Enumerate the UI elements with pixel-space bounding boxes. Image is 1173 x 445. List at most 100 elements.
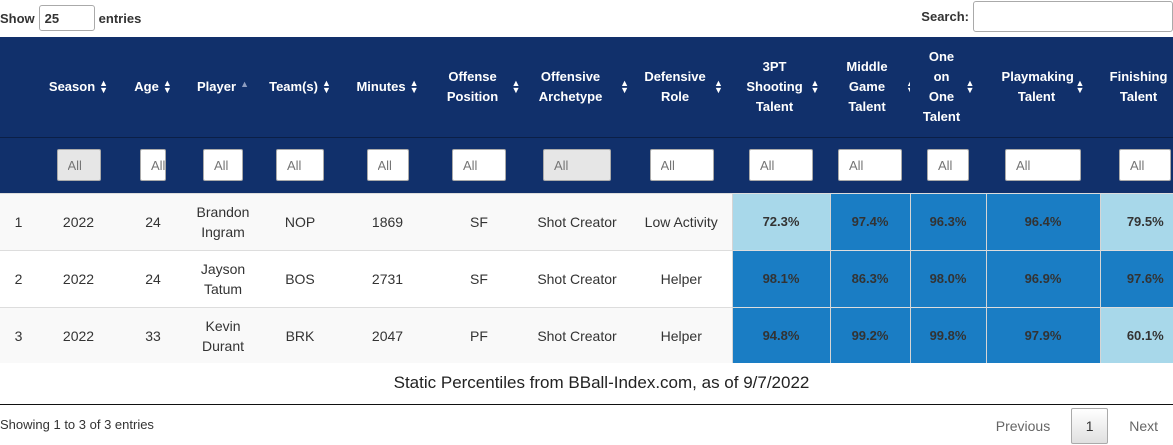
- cell-player: Jayson Tatum: [186, 249, 260, 307]
- filter-input-team[interactable]: [276, 149, 324, 181]
- cell-rank: 2: [0, 249, 37, 307]
- search-control: Search:: [921, 1, 1173, 32]
- column-header-position[interactable]: Offense Position ▲ ▼: [435, 37, 523, 137]
- column-header-one-on-one[interactable]: One on One Talent ▲ ▼: [910, 37, 986, 137]
- filter-cell-one-on-one: [910, 136, 986, 193]
- cell-playmaking: 96.4%: [985, 192, 1100, 250]
- column-header-age[interactable]: Age ▲ ▼: [120, 37, 186, 137]
- column-header-player[interactable]: Player ▲: [186, 37, 260, 137]
- column-header-minutes[interactable]: Minutes ▲ ▼: [340, 37, 435, 137]
- filter-input-player[interactable]: [203, 149, 243, 181]
- sort-both-icon: ▲▼: [409, 77, 419, 95]
- caption-divider: [0, 404, 1173, 405]
- cell-middle: 86.3%: [829, 249, 910, 307]
- cell-three-pt: 94.8%: [731, 306, 830, 363]
- cell-one-on-one: 99.8%: [909, 306, 986, 363]
- cell-position: PF: [435, 306, 523, 363]
- column-header-label: Offensive Archetype: [538, 68, 603, 104]
- next-button[interactable]: Next: [1129, 418, 1158, 434]
- cell-finishing: 60.1%: [1099, 306, 1173, 363]
- filter-input-age[interactable]: [140, 149, 166, 181]
- column-header-middle-game[interactable]: Middle Game Talent ▲▼: [830, 37, 910, 137]
- filter-input-finishing[interactable]: [1119, 149, 1171, 181]
- sort-both-icon: ▲▼: [511, 77, 521, 95]
- sort-both-icon: ▲▼: [321, 77, 331, 95]
- filter-cell-three-pt: [732, 136, 830, 193]
- cell-role: Helper: [631, 249, 732, 307]
- sort-both-icon: ▲▼: [620, 77, 629, 95]
- column-header-finishing[interactable]: Finishing Talent▲▼: [1100, 37, 1173, 137]
- sort-ascending-icon: ▲: [240, 78, 249, 89]
- cell-one-on-one: 96.3%: [909, 192, 986, 250]
- cell-season: 2022: [37, 192, 120, 250]
- column-header-label: Offense Position: [446, 68, 499, 104]
- cell-playmaking: 96.9%: [985, 249, 1100, 307]
- cell-minutes: 1869: [340, 192, 435, 250]
- sort-both-icon: ▲▼: [1075, 77, 1085, 95]
- sort-both-icon: ▲▼: [965, 77, 975, 95]
- column-header-three-pt[interactable]: 3PT Shooting Talent ▲ ▼: [732, 37, 830, 137]
- cell-age: 24: [120, 249, 186, 307]
- filter-cell-archetype: [523, 136, 631, 193]
- filter-input-one-on-one[interactable]: [927, 149, 969, 181]
- column-header-label: 3PT Shooting Talent: [746, 58, 803, 114]
- table-row: 1 2022 24 Brandon Ingram NOP 1869 SF Shot Creat…: [0, 192, 1173, 250]
- cell-age: 33: [120, 306, 186, 363]
- cell-role: Low Activity: [631, 192, 732, 250]
- sort-both-icon: ▲▼: [810, 77, 820, 95]
- cell-finishing: 79.5%: [1099, 192, 1173, 250]
- column-header-label: Playmaking Talent: [1001, 68, 1074, 104]
- cell-one-on-one: 98.0%: [909, 249, 986, 307]
- filter-input-playmaking[interactable]: [1005, 149, 1081, 181]
- column-header-season[interactable]: Season ▲ ▼: [37, 37, 120, 137]
- filter-cell-season: [37, 136, 120, 193]
- filter-input-season[interactable]: [56, 149, 101, 181]
- page-1-button[interactable]: 1: [1071, 408, 1109, 444]
- cell-player: Brandon Ingram: [186, 192, 260, 250]
- cell-team: BOS: [260, 249, 340, 307]
- table-body: 1 2022 24 Brandon Ingram NOP 1869 SF Shot Creat…: [0, 192, 1173, 363]
- column-header-label: Finishing Talent: [1109, 68, 1168, 104]
- sort-both-icon: ▲▼: [99, 77, 109, 95]
- cell-middle: 99.2%: [829, 306, 910, 363]
- cell-position: SF: [435, 249, 523, 307]
- filter-cell-age: [120, 136, 186, 193]
- pagination: Previous 1 Next: [981, 408, 1173, 444]
- column-header-label: Season: [48, 78, 96, 94]
- cell-minutes: 2047: [340, 306, 435, 363]
- cell-archetype: Shot Creator: [523, 192, 631, 250]
- filter-input-role[interactable]: [649, 149, 714, 181]
- column-header-rank[interactable]: [0, 37, 37, 137]
- cell-age: 24: [120, 192, 186, 250]
- filter-input-position[interactable]: [452, 149, 506, 181]
- previous-button[interactable]: Previous: [995, 418, 1051, 434]
- column-header-archetype[interactable]: Offensive Archetype ▲ ▼: [523, 37, 631, 137]
- cell-three-pt: 98.1%: [731, 249, 830, 307]
- sort-both-icon: ▲▼: [906, 78, 910, 94]
- table-row: 3 2022 33 Kevin Durant BRK 2047 PF Shot Creator…: [0, 306, 1173, 363]
- column-header-label: Defensive Role: [644, 68, 706, 104]
- filter-input-archetype[interactable]: [543, 149, 611, 181]
- filter-input-three-pt[interactable]: [749, 149, 813, 181]
- table-row: 2 2022 24 Jayson Tatum BOS 2731 SF Shot Creator…: [0, 249, 1173, 307]
- filter-cell-minutes: [340, 136, 435, 193]
- column-header-team[interactable]: Team(s) ▲ ▼: [260, 37, 340, 137]
- column-header-role[interactable]: Defensive Role ▲ ▼: [631, 37, 732, 137]
- filter-input-minutes[interactable]: [366, 149, 409, 181]
- search-input[interactable]: [973, 1, 1173, 32]
- cell-archetype: Shot Creator: [523, 306, 631, 363]
- cell-playmaking: 97.9%: [985, 306, 1100, 363]
- cell-three-pt: 72.3%: [731, 192, 830, 250]
- table-info: Showing 1 to 3 of 3 entries: [0, 417, 154, 432]
- cell-role: Helper: [631, 306, 732, 363]
- entries-length-input[interactable]: [38, 5, 95, 31]
- cell-team: NOP: [260, 192, 340, 250]
- filter-input-middle-game[interactable]: [838, 149, 902, 181]
- cell-season: 2022: [37, 306, 120, 363]
- filter-cell-position: [435, 136, 523, 193]
- cell-rank: 3: [0, 306, 37, 363]
- column-header-playmaking[interactable]: Playmaking Talent ▲ ▼: [986, 37, 1100, 137]
- column-header-label: Player: [197, 78, 237, 94]
- cell-archetype: Shot Creator: [523, 249, 631, 307]
- length-prefix-label: Show: [0, 10, 35, 26]
